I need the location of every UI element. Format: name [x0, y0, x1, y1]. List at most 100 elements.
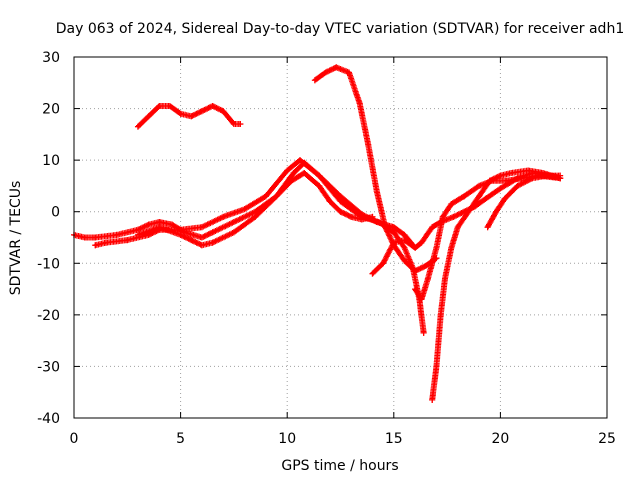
data-point	[497, 172, 504, 179]
data-point	[156, 224, 163, 231]
data-point	[252, 213, 259, 220]
y-tick-label: 0	[51, 205, 60, 221]
data-point	[382, 224, 389, 231]
data-point	[503, 177, 510, 184]
data-point	[337, 198, 344, 205]
data-point	[124, 237, 131, 244]
data-point	[177, 226, 184, 233]
series-arc-4	[134, 102, 244, 130]
y-tick-label: -10	[37, 256, 60, 272]
data-point	[390, 224, 397, 231]
data-point	[188, 113, 195, 120]
data-point	[476, 182, 483, 189]
data-point	[418, 239, 425, 246]
data-point	[518, 175, 525, 182]
y-tick-label: -30	[37, 359, 60, 375]
y-axis-label: SDTVAR / TECUs	[8, 181, 24, 296]
data-point	[198, 234, 205, 241]
data-point	[525, 167, 532, 174]
data-point	[461, 193, 468, 200]
y-tick-label: 10	[42, 153, 60, 169]
data-point	[529, 175, 536, 182]
data-point	[429, 396, 436, 403]
data-point	[476, 193, 483, 200]
series-arc-3	[134, 159, 427, 336]
data-point	[514, 182, 521, 189]
data-point	[482, 195, 489, 202]
data-point	[209, 229, 216, 236]
data-point	[262, 193, 269, 200]
series-arc-8	[429, 167, 564, 403]
data-point	[145, 113, 152, 120]
data-point	[337, 208, 344, 215]
data-point	[81, 234, 88, 241]
data-point	[448, 244, 455, 251]
x-axis-label: GPS time / hours	[281, 458, 398, 474]
data-point	[497, 185, 504, 192]
data-point	[508, 170, 515, 177]
data-point	[401, 237, 408, 244]
x-tick-label: 20	[491, 431, 509, 447]
plot-frame	[73, 56, 608, 419]
data-point	[284, 167, 291, 174]
data-point	[557, 175, 564, 182]
data-point	[465, 208, 472, 215]
data-series	[71, 64, 564, 403]
data-point	[220, 108, 227, 115]
data-point	[418, 296, 425, 303]
data-point	[145, 231, 152, 238]
data-point	[198, 242, 205, 249]
data-point	[92, 234, 99, 241]
data-point	[439, 213, 446, 220]
data-point	[437, 311, 444, 318]
data-point	[380, 260, 387, 267]
y-tick-label: -40	[37, 411, 60, 427]
data-point	[412, 286, 419, 293]
data-point	[241, 206, 248, 213]
x-tick-label: 5	[176, 431, 185, 447]
ticks: 0 5 10 15 20 25 -40 -30 -20 -10 0 10 20 30	[37, 50, 616, 447]
data-point	[301, 170, 308, 177]
data-point	[209, 239, 216, 246]
data-point	[448, 200, 455, 207]
data-point	[290, 170, 297, 177]
grid	[74, 57, 607, 418]
data-point	[188, 237, 195, 244]
data-point	[177, 110, 184, 117]
data-point	[113, 231, 120, 238]
chart-title: Day 063 of 2024, Sidereal Day-to-day VTE…	[56, 21, 624, 37]
x-tick-label: 25	[598, 431, 616, 447]
data-point	[412, 268, 419, 275]
data-point	[134, 226, 141, 233]
data-point	[401, 231, 408, 238]
data-point	[134, 123, 141, 130]
data-point	[493, 208, 500, 215]
data-point	[296, 157, 303, 164]
data-point	[333, 64, 340, 71]
data-point	[198, 108, 205, 115]
data-point	[356, 100, 363, 107]
data-point	[401, 244, 408, 251]
data-point	[166, 102, 173, 109]
series-arc-9	[484, 172, 564, 231]
data-point	[156, 102, 163, 109]
data-point	[373, 188, 380, 195]
x-tick-label: 10	[278, 431, 296, 447]
data-point	[390, 229, 397, 236]
data-point	[346, 69, 353, 76]
data-point	[177, 231, 184, 238]
data-point	[326, 198, 333, 205]
data-point	[420, 329, 427, 336]
data-point	[365, 141, 372, 148]
data-point	[501, 195, 508, 202]
data-point	[311, 77, 318, 84]
data-point	[348, 213, 355, 220]
y-tick-label: 30	[42, 50, 60, 66]
data-point	[401, 257, 408, 264]
data-point	[169, 221, 176, 228]
data-point	[369, 270, 376, 277]
data-point	[390, 239, 397, 246]
data-point	[450, 213, 457, 220]
